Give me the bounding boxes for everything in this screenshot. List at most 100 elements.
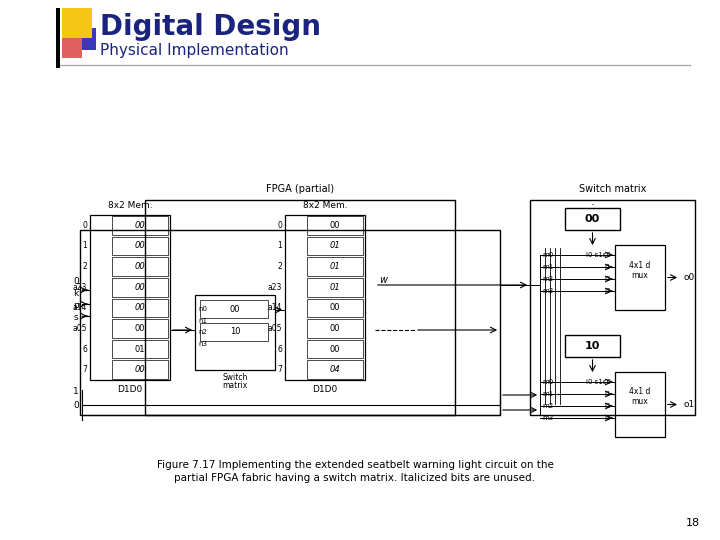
Text: 00: 00 xyxy=(230,305,240,314)
Bar xyxy=(530,200,695,415)
Text: Switch: Switch xyxy=(222,373,248,382)
Bar xyxy=(565,335,620,357)
Text: 0: 0 xyxy=(73,276,79,286)
Text: m0: m0 xyxy=(542,252,553,258)
Bar xyxy=(112,299,168,317)
Bar xyxy=(62,38,82,58)
Text: 00: 00 xyxy=(135,241,145,251)
Text: 0: 0 xyxy=(82,221,87,230)
Text: i2: i2 xyxy=(605,276,611,282)
Text: 8x2 Mem.: 8x2 Mem. xyxy=(302,201,347,210)
Text: n2: n2 xyxy=(198,329,207,335)
Text: m3: m3 xyxy=(542,415,553,421)
Text: i0 s1s0: i0 s1s0 xyxy=(586,379,611,385)
Text: i2: i2 xyxy=(605,403,611,409)
Text: 01: 01 xyxy=(330,282,341,292)
Bar xyxy=(90,215,170,380)
Text: 04: 04 xyxy=(330,365,341,374)
Bar xyxy=(565,208,620,230)
Text: 00: 00 xyxy=(135,262,145,271)
Text: mux: mux xyxy=(631,271,649,280)
Text: i3: i3 xyxy=(605,288,611,294)
Text: 00: 00 xyxy=(330,303,341,312)
Bar xyxy=(80,230,500,415)
Bar xyxy=(56,8,60,68)
Text: k: k xyxy=(73,288,78,298)
Text: a14: a14 xyxy=(268,303,282,312)
Text: 4x1 d: 4x1 d xyxy=(629,260,651,269)
Text: D1D0: D1D0 xyxy=(117,385,143,394)
Bar xyxy=(285,215,365,380)
Bar xyxy=(112,257,168,276)
Bar xyxy=(307,278,363,296)
Text: m3: m3 xyxy=(542,288,553,294)
Bar xyxy=(112,340,168,359)
Text: D1D0: D1D0 xyxy=(312,385,338,394)
Text: m1: m1 xyxy=(542,391,553,397)
Text: s: s xyxy=(73,313,78,321)
Text: 01: 01 xyxy=(330,262,341,271)
Text: w: w xyxy=(379,275,387,285)
Text: Physical Implementation: Physical Implementation xyxy=(100,43,289,57)
Text: 6: 6 xyxy=(82,345,87,354)
Text: o1: o1 xyxy=(683,400,694,409)
Text: FPGA (partial): FPGA (partial) xyxy=(266,184,334,194)
Text: n1: n1 xyxy=(198,318,207,324)
Bar xyxy=(62,8,92,38)
Bar xyxy=(615,372,665,437)
Text: 1: 1 xyxy=(73,388,79,396)
Text: 4x1 d: 4x1 d xyxy=(629,388,651,396)
Text: m2: m2 xyxy=(542,403,553,409)
Text: m0: m0 xyxy=(542,379,553,385)
Text: 00: 00 xyxy=(135,365,145,374)
Text: 01: 01 xyxy=(135,345,145,354)
Text: 00: 00 xyxy=(330,324,341,333)
Bar xyxy=(112,216,168,234)
Text: 0: 0 xyxy=(277,221,282,230)
Text: i0 s1s0: i0 s1s0 xyxy=(586,252,611,258)
Text: a05: a05 xyxy=(268,324,282,333)
Bar xyxy=(112,237,168,255)
Text: 00: 00 xyxy=(135,303,145,312)
Bar xyxy=(74,28,96,50)
Text: 0: 0 xyxy=(73,401,79,409)
Text: partial FPGA fabric having a switch matrix. Italicized bits are unused.: partial FPGA fabric having a switch matr… xyxy=(174,473,536,483)
Text: 01: 01 xyxy=(330,241,341,251)
Bar xyxy=(307,299,363,317)
Text: 7: 7 xyxy=(277,365,282,374)
Text: mux: mux xyxy=(631,397,649,407)
Bar xyxy=(200,300,268,318)
Text: i1: i1 xyxy=(605,391,611,397)
Bar xyxy=(195,295,275,370)
Text: i1: i1 xyxy=(605,264,611,270)
Text: 6: 6 xyxy=(277,345,282,354)
Bar xyxy=(307,319,363,338)
Text: o0: o0 xyxy=(683,273,694,282)
Text: Digital Design: Digital Design xyxy=(100,13,321,41)
Text: m2: m2 xyxy=(542,276,553,282)
Bar xyxy=(145,200,455,415)
Text: 00: 00 xyxy=(135,282,145,292)
Text: .: . xyxy=(590,197,594,207)
Bar xyxy=(307,237,363,255)
Bar xyxy=(307,340,363,359)
Text: 2: 2 xyxy=(82,262,87,271)
Text: 1: 1 xyxy=(82,241,87,251)
Text: 00: 00 xyxy=(330,345,341,354)
Text: 00: 00 xyxy=(330,221,341,230)
Text: i3: i3 xyxy=(605,415,611,421)
Text: a23: a23 xyxy=(73,282,87,292)
Text: Switch matrix: Switch matrix xyxy=(579,184,646,194)
Bar xyxy=(112,319,168,338)
Text: 10: 10 xyxy=(230,327,240,336)
Bar xyxy=(615,245,665,310)
Bar xyxy=(112,278,168,296)
Text: m1: m1 xyxy=(542,264,553,270)
Bar xyxy=(307,360,363,379)
Text: a23: a23 xyxy=(268,282,282,292)
Text: p: p xyxy=(73,300,79,309)
Text: a14: a14 xyxy=(73,303,87,312)
Bar xyxy=(307,257,363,276)
Text: 00: 00 xyxy=(135,221,145,230)
Text: 10: 10 xyxy=(585,341,600,351)
